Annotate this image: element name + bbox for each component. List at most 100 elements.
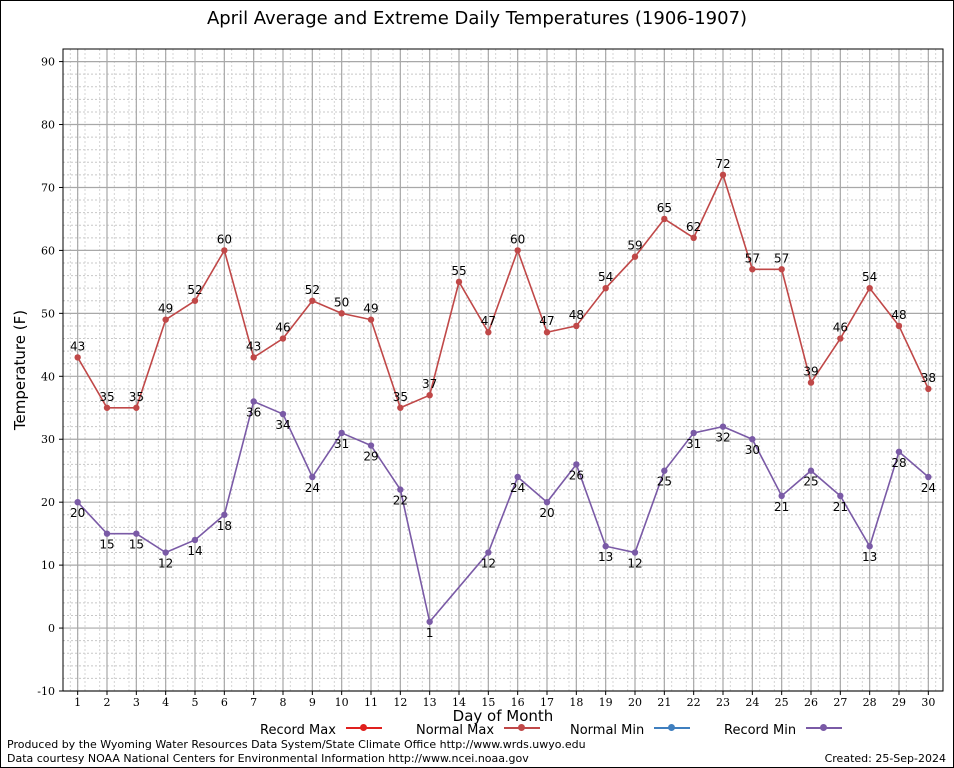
y-tick-label: 20 xyxy=(41,496,55,509)
x-tick-label: 21 xyxy=(657,696,671,709)
data-point xyxy=(837,335,844,342)
legend-item-normal-min: Normal Min xyxy=(570,722,694,738)
x-tick-label: 26 xyxy=(804,696,818,709)
legend-swatch xyxy=(504,722,544,734)
series-line-normal-max xyxy=(76,172,930,409)
data-label: 49 xyxy=(363,302,378,316)
data-point xyxy=(661,215,668,223)
x-tick-label: 17 xyxy=(540,696,554,709)
x-tick-label: 14 xyxy=(452,696,466,709)
data-point xyxy=(338,310,345,317)
data-label: 28 xyxy=(891,456,906,470)
data-point xyxy=(191,297,199,304)
data-point xyxy=(162,316,169,323)
data-point xyxy=(573,461,580,468)
data-label: 54 xyxy=(598,270,613,284)
data-point xyxy=(807,467,815,474)
legend-swatch-dot xyxy=(668,724,676,731)
data-label: 26 xyxy=(569,468,584,482)
data-label: 15 xyxy=(129,538,144,552)
y-tick-label: 40 xyxy=(41,370,55,383)
data-label: 24 xyxy=(921,481,936,495)
data-point xyxy=(133,530,140,537)
x-tick-label: 20 xyxy=(628,696,642,709)
data-point xyxy=(74,354,81,361)
data-point xyxy=(925,473,932,481)
data-label: 62 xyxy=(686,220,701,234)
x-tick-label: 7 xyxy=(250,696,257,709)
data-label: 47 xyxy=(539,314,554,328)
data-label: 52 xyxy=(187,283,202,297)
data-point xyxy=(602,284,609,292)
data-label: 25 xyxy=(657,475,672,489)
x-axis-label: Day of Month xyxy=(453,707,554,725)
data-label: 36 xyxy=(246,405,261,419)
data-label: 48 xyxy=(891,308,906,322)
legend-item-record-max: Record Max xyxy=(260,722,386,738)
data-point xyxy=(543,498,551,506)
data-label: 47 xyxy=(481,314,496,328)
data-point xyxy=(162,549,169,556)
y-tick-label: 80 xyxy=(41,119,55,132)
data-point xyxy=(74,498,81,506)
x-tick-label: 8 xyxy=(280,696,287,709)
data-label: 43 xyxy=(246,339,261,353)
footer-produced-by: Produced by the Wyoming Water Resources … xyxy=(7,738,586,751)
data-point xyxy=(309,473,316,481)
data-point xyxy=(250,398,257,405)
legend-swatch xyxy=(654,722,694,734)
data-point xyxy=(485,549,492,556)
data-point xyxy=(866,543,873,550)
x-tick-label: 10 xyxy=(335,696,349,709)
data-label: 39 xyxy=(803,365,818,379)
data-label: 37 xyxy=(422,377,437,391)
data-label: 54 xyxy=(862,270,877,284)
data-point xyxy=(895,448,903,456)
legend-item-normal-max: Normal Max xyxy=(416,722,544,738)
data-label: 21 xyxy=(833,500,848,514)
data-point xyxy=(455,278,463,286)
y-tick-label: 60 xyxy=(41,244,55,257)
data-label: 24 xyxy=(510,481,525,495)
data-point xyxy=(514,473,521,481)
data-label: 72 xyxy=(715,157,730,171)
data-point xyxy=(573,322,580,330)
data-label: 20 xyxy=(70,506,85,520)
y-tick-label: 50 xyxy=(41,307,55,320)
x-tick-label: 13 xyxy=(423,696,437,709)
x-tick-label: 23 xyxy=(716,696,730,709)
y-tick-label: -10 xyxy=(37,685,55,698)
data-label: 1 xyxy=(426,626,434,640)
data-point xyxy=(279,335,287,342)
data-point xyxy=(895,322,903,330)
data-point xyxy=(631,253,639,260)
y-axis-label: Temperature (F) xyxy=(11,310,29,431)
x-tick-label: 28 xyxy=(863,696,877,709)
footer-data-courtesy: Data courtesy NOAA National Centers for … xyxy=(7,752,529,765)
series-line-record-min xyxy=(77,400,929,624)
data-label: 12 xyxy=(627,557,642,571)
x-tick-label: 29 xyxy=(892,696,906,709)
legend: Record Max Normal Max Normal Min Record … xyxy=(260,722,860,738)
legend-label: Normal Max xyxy=(416,723,495,738)
data-point xyxy=(367,316,375,323)
data-point xyxy=(807,379,815,386)
data-point xyxy=(543,329,551,336)
data-point xyxy=(719,171,727,179)
data-point xyxy=(749,266,756,273)
data-label: 32 xyxy=(715,431,730,445)
y-axis-ticks: -10 0 10 20 30 40 50 60 70 80 90 xyxy=(37,56,63,698)
data-label: 50 xyxy=(334,295,349,309)
data-labels: 43 35 35 49 52 60 43 46 52 50 49 35 37 55 47 60 47 48 54 59… xyxy=(70,157,936,640)
data-label: 60 xyxy=(217,232,232,246)
x-tick-label: 30 xyxy=(921,696,935,709)
data-label: 13 xyxy=(598,550,613,564)
data-point xyxy=(778,492,785,500)
data-label: 30 xyxy=(745,443,760,457)
data-point xyxy=(133,404,140,411)
series-group xyxy=(74,171,932,625)
x-tick-label: 4 xyxy=(162,696,169,709)
data-label: 22 xyxy=(393,494,408,508)
data-point xyxy=(778,266,785,273)
